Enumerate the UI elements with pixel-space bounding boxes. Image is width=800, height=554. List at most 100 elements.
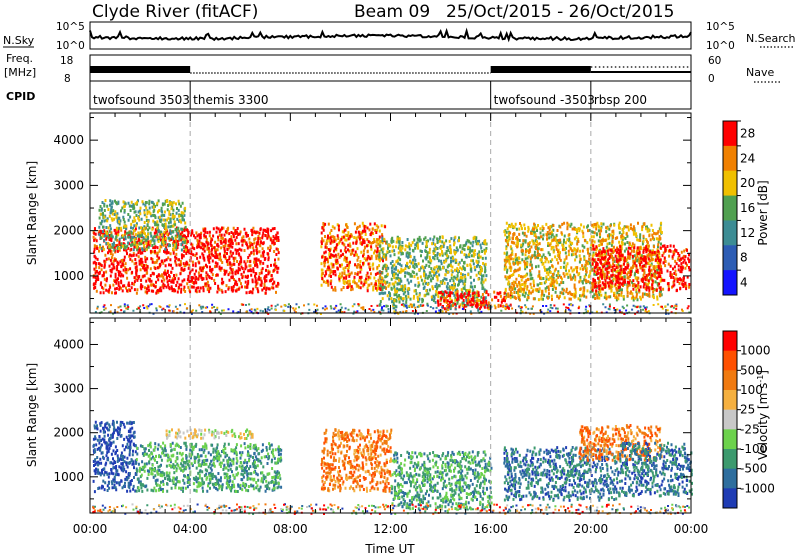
velocity-xlabel: Time UT — [364, 542, 415, 554]
velocity-region-1-level-2 — [135, 441, 282, 493]
beam-label: Beam 09 — [354, 2, 430, 22]
velocity-region-2-level-3 — [165, 428, 253, 440]
velocity-region-4-level-2 — [391, 450, 492, 511]
velocity-colorbar-seg-6 — [723, 449, 737, 470]
freq-block-2 — [490, 66, 591, 73]
velocity-colorbar-label-end: ] — [756, 370, 770, 375]
nave-label: Nave — [746, 66, 774, 79]
nave-tick-top: 60 — [708, 55, 721, 67]
nsky-label: N.Sky — [3, 34, 35, 47]
velocity-cb-label-1: 500 — [740, 363, 763, 377]
power-heatmap — [92, 199, 691, 315]
power-noise-level-0 — [102, 303, 647, 315]
cpid-mode-0: twofsound 3503 — [93, 93, 190, 107]
cpid-mode-3: rbsp 200 — [594, 93, 647, 107]
velocity-colorbar-seg-7 — [723, 468, 737, 489]
date-range: 25/Oct/2015 - 26/Oct/2015 — [446, 2, 674, 22]
velocity-ylabel: Slant Range [km] — [25, 363, 39, 467]
power-cb-label-6: 28 — [740, 126, 755, 140]
power-colorbar-seg-1 — [723, 145, 737, 172]
power-ytick-label-0: 1000 — [53, 269, 84, 283]
cpid-mode-2: twofsound -3503 — [494, 93, 595, 107]
velocity-region-5-level-2 — [503, 446, 618, 502]
velocity-region-2-level-4 — [166, 428, 252, 440]
velocity-panel: 1000 2000 3000 4000 00:00 04:00 08:00 12:00 16:… — [25, 317, 775, 554]
velocity-colorbar-seg-0 — [723, 331, 737, 352]
velocity-colorbar-label-main: Velocity [m s — [756, 383, 770, 460]
velocity-cb-label-5: -100 — [740, 442, 767, 456]
power-x-ticks — [89, 113, 692, 313]
power-ylabel: Slant Range [km] — [25, 161, 39, 265]
velocity-colorbar-seg-8 — [723, 488, 737, 509]
velocity-colorbar-seg-5 — [723, 429, 737, 450]
velocity-noise-level-7 — [92, 503, 667, 515]
power-region-2-level-5 — [321, 222, 388, 292]
xtick-label-2: 08:00 — [273, 522, 308, 536]
xtick-label-0: 00:00 — [73, 522, 108, 536]
power-colorbar-label: Power [dB] — [756, 180, 770, 245]
nsky-tick-top: 10^5 — [56, 21, 85, 33]
velocity-cb-label-3: 25 — [740, 403, 755, 417]
velocity-time-markers — [189, 318, 592, 513]
power-region-4-level-5 — [439, 289, 513, 311]
power-colorbar-frame — [722, 120, 738, 296]
velocity-region-0-level-1 — [93, 420, 137, 492]
velocity-colorbar-label: Velocity [m s-1] — [756, 370, 771, 460]
power-ytick-label-3: 4000 — [53, 133, 84, 147]
velocity-region-4-level-1 — [390, 450, 493, 511]
velocity-region-3-level-5 — [321, 428, 393, 493]
power-colorbar-seg-2 — [723, 170, 737, 197]
xtick-label-5: 20:00 — [574, 522, 609, 536]
power-time-markers — [189, 113, 592, 313]
power-panel: 1000 2000 3000 4000 Slant Range [km] 4 8 12 16… — [25, 112, 770, 315]
freq-trace — [90, 66, 691, 74]
velocity-noise-level-2 — [94, 503, 686, 515]
cpid-mode-1: themis 3300 — [193, 93, 268, 107]
freq-tick-bottom: 8 — [64, 73, 71, 85]
power-cb-label-1: 8 — [740, 251, 748, 265]
xtick-label-4: 16:00 — [473, 522, 508, 536]
freq-block-1 — [90, 66, 191, 73]
velocity-region-2-level-5 — [165, 428, 254, 440]
power-region-5-level-5 — [503, 221, 663, 302]
velocity-ytick-label-3: 4000 — [53, 337, 84, 351]
power-colorbar-seg-5 — [723, 245, 737, 271]
power-colorbar-seg-6 — [723, 270, 737, 296]
power-colorbar: 4 8 12 16 20 24 28 — [722, 120, 755, 296]
freq-panel: Freq. [MHz] 18 8 60 0 Nave — [4, 52, 780, 85]
velocity-cb-label-4: -25 — [740, 422, 760, 436]
velocity-colorbar-frame — [722, 330, 738, 509]
xtick-label-1: 04:00 — [173, 522, 208, 536]
velocity-region-3-level-7 — [320, 429, 392, 492]
nsky-panel: N.Sky 10^5 10^0 10^5 10^0 N.Search — [3, 21, 796, 52]
velocity-region-0-level-0 — [92, 419, 137, 494]
velocity-cb-label-0: 1000 — [740, 344, 771, 358]
freq-unit: [MHz] — [4, 66, 36, 79]
velocity-region-3-level-6 — [321, 428, 393, 493]
power-region-1-level-4 — [98, 199, 187, 252]
velocity-colorbar-seg-1 — [723, 350, 737, 371]
velocity-cb-label-6: -500 — [740, 462, 767, 476]
velocity-ytick-label-1: 2000 — [53, 426, 84, 440]
power-cb-label-3: 16 — [740, 201, 755, 215]
velocity-ytick-label-2: 3000 — [53, 382, 84, 396]
freq-label: Freq. — [6, 52, 33, 65]
velocity-colorbar-seg-2 — [723, 370, 737, 391]
power-region-1-level-2 — [98, 199, 186, 252]
velocity-cb-label-7: -1000 — [740, 481, 775, 495]
velocity-y-axis: 1000 2000 3000 4000 — [53, 321, 691, 500]
power-region-0-level-6 — [92, 226, 280, 295]
velocity-x-axis: 00:00 04:00 08:00 12:00 16:00 20:00 00:00 — [73, 318, 708, 536]
station-title: Clyde River (fitACF) — [92, 2, 258, 22]
power-colorbar-seg-4 — [723, 220, 737, 246]
velocity-colorbar-seg-4 — [723, 409, 737, 430]
velocity-colorbar: 1000 500 100 25 -25 -100 -500 -1000 — [722, 330, 775, 509]
nave-tick-bottom: 0 — [708, 73, 715, 85]
power-region-3-level-3 — [378, 235, 488, 308]
velocity-region-4-level-3 — [390, 450, 493, 511]
nsky-tick-bottom: 10^0 — [56, 40, 85, 52]
velocity-ytick-label-0: 1000 — [53, 470, 84, 484]
power-ytick-label-2: 3000 — [53, 178, 84, 192]
nsearch-label: N.Search — [746, 32, 796, 45]
